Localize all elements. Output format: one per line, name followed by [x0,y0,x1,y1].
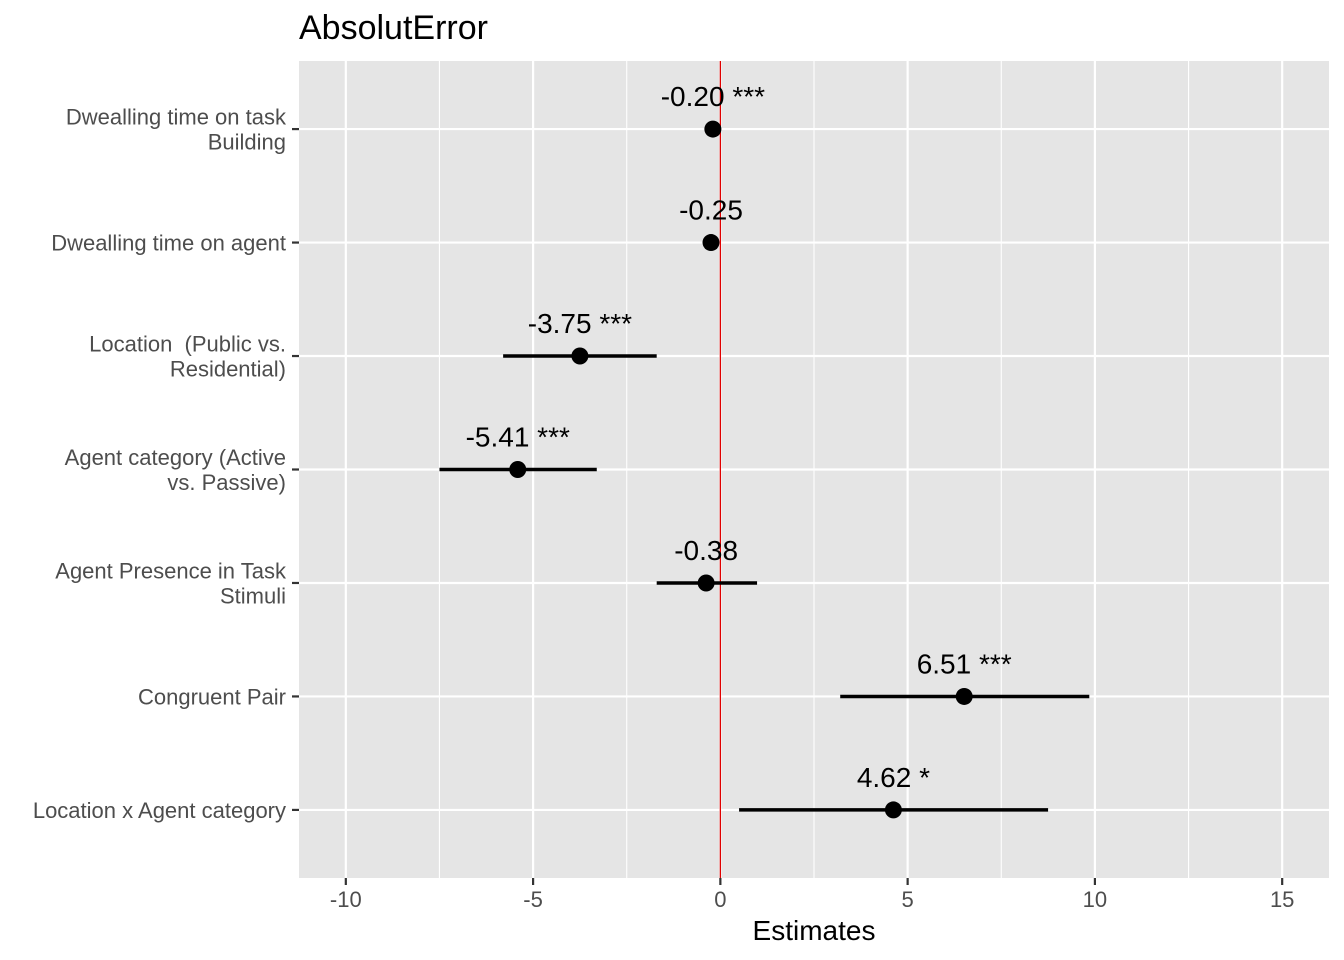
y-axis-label-line: Dwealling time on task [66,105,287,130]
y-axis-label-line: Stimuli [220,583,286,608]
y-axis-label-line: Agent Presence in Task [55,558,287,583]
estimate-point [702,234,720,252]
estimate-label: -0.20 *** [661,81,765,112]
y-axis-label-line: Location (Public vs. [89,332,286,357]
estimate-label: -0.38 [674,535,738,566]
x-tick-label: -5 [523,887,543,912]
x-axis-title: Estimates [753,915,876,946]
chart-title: AbsolutError [299,9,488,47]
estimate-point [704,120,722,138]
y-axis-label-line: Building [208,130,286,155]
estimate-label: -5.41 *** [466,422,570,453]
y-axis-label: Dwealling time on agent [51,231,286,256]
estimate-point [571,347,589,365]
y-axis-label-line: Residential) [170,357,286,382]
estimate-point [509,461,527,478]
y-axis-label-line: Dwealling time on agent [51,231,286,256]
estimate-label: -0.25 [679,195,743,226]
plot-layer: -0.20 *** Dwealling time on task Building -… [33,61,1329,912]
y-axis-label: Agent Presence in Task Stimuli [55,558,287,608]
y-axis-label-line: Location x Agent category [33,798,286,823]
y-axis-label-line: Agent category (Active [65,445,286,470]
estimate-label: -3.75 *** [528,308,632,339]
estimate-point [697,574,715,592]
estimate-point [955,687,973,705]
estimate-label: 4.62 * [857,762,930,793]
y-axis-label-line: Congruent Pair [138,684,286,709]
y-axis-label: Location (Public vs. Residential) [89,332,286,382]
estimate-point [884,801,902,819]
y-axis-label: Agent category (Active vs. Passive) [65,445,286,495]
y-axis-label-line: vs. Passive) [167,470,286,495]
y-axis-label: Dwealling time on task Building [66,105,287,155]
x-tick-label: 15 [1270,887,1294,912]
estimate-label: 6.51 *** [917,648,1012,679]
y-axis-label: Location x Agent category [33,798,286,823]
x-tick-label: 5 [902,887,914,912]
x-tick-label: -10 [330,887,362,912]
x-tick-label: 10 [1083,887,1107,912]
x-tick-label: 0 [714,887,726,912]
y-axis-label: Congruent Pair [138,684,286,709]
